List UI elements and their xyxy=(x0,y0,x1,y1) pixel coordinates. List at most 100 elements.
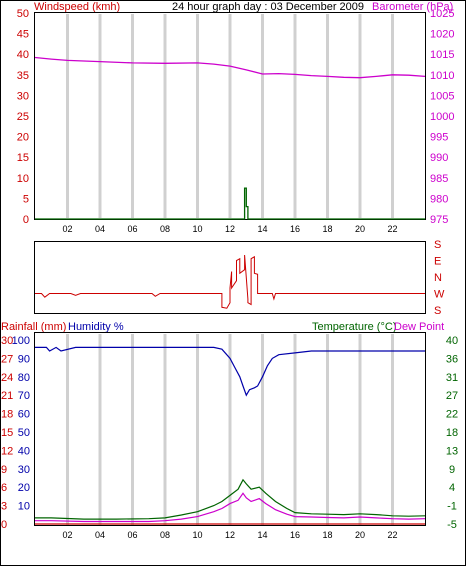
barometer-tick-label: 995 xyxy=(430,132,448,144)
rainfall-ticks: 0 3 6 9 12 15 18 21 24 27 30 xyxy=(1,335,13,531)
temperature-tick-label: 36 xyxy=(446,353,458,365)
humidity-tick-label: 100 xyxy=(12,335,30,347)
windspeed-axis-label: Windspeed (kmh) xyxy=(34,1,120,13)
x-tick-label: 16 xyxy=(290,530,300,540)
temperature-ticks: -5 -1 4 9 13 18 22 27 31 36 40 xyxy=(446,335,458,531)
temperature-tick-label: 31 xyxy=(446,372,458,384)
humidity-tick-label: 80 xyxy=(18,372,30,384)
humidity-tick-label: 70 xyxy=(18,390,30,402)
x-tick-label: 20 xyxy=(355,530,365,540)
windspeed-tick-label: 40 xyxy=(17,49,29,61)
rainfall-tick-label: 6 xyxy=(1,482,7,494)
rainfall-tick-label: 27 xyxy=(1,353,13,365)
wind-baro-x-ticks: 02 04 06 08 10 12 14 16 18 20 22 xyxy=(62,224,397,234)
barometer-line xyxy=(34,56,426,79)
temperature-tick-label: 27 xyxy=(446,390,458,402)
barometer-tick-label: 1000 xyxy=(430,111,454,123)
temperature-tick-label: 22 xyxy=(446,409,458,421)
humidity-tick-label: 10 xyxy=(18,501,30,513)
direction-tick-label: W xyxy=(434,289,445,301)
humidity-tick-label: 30 xyxy=(18,464,30,476)
dewpoint-line xyxy=(35,492,426,523)
rainfall-tick-label: 18 xyxy=(1,409,13,421)
windspeed-tick-label: 35 xyxy=(17,70,29,82)
temperature-axis-label: Temperature (°C) xyxy=(312,321,396,333)
barometer-tick-label: 1005 xyxy=(430,90,454,102)
x-tick-label: 14 xyxy=(257,224,267,234)
x-tick-label: 12 xyxy=(225,530,235,540)
x-tick-label: 20 xyxy=(355,224,365,234)
rainfall-tick-label: 24 xyxy=(1,372,13,384)
wind-baro-grid xyxy=(66,14,394,218)
barometer-tick-label: 1015 xyxy=(430,49,454,61)
windspeed-ticks: 0 5 10 15 20 25 30 35 40 45 50 xyxy=(17,8,29,226)
temperature-line xyxy=(35,478,426,520)
windspeed-tick-label: 0 xyxy=(23,214,29,226)
temperature-tick-label: -5 xyxy=(447,519,457,531)
humidity-line xyxy=(35,346,425,397)
x-tick-label: 10 xyxy=(192,224,202,234)
windspeed-tick-label: 50 xyxy=(17,8,29,20)
humidity-tick-label: 60 xyxy=(18,409,30,421)
windspeed-tick-label: 20 xyxy=(17,132,29,144)
x-tick-label: 18 xyxy=(322,224,332,234)
windspeed-tick-label: 5 xyxy=(23,193,29,205)
windspeed-line xyxy=(35,187,425,220)
rainfall-tick-label: 12 xyxy=(1,445,13,457)
humidity-tick-label: 20 xyxy=(18,482,30,494)
barometer-tick-label: 990 xyxy=(430,152,448,164)
humidity-tick-label: 50 xyxy=(18,427,30,439)
x-tick-label: 22 xyxy=(387,530,397,540)
direction-line xyxy=(35,254,425,309)
x-tick-label: 18 xyxy=(322,530,332,540)
temperature-tick-label: 9 xyxy=(449,464,455,476)
barometer-axis-label: Barometer (hPa) xyxy=(372,1,453,13)
barometer-tick-label: 1025 xyxy=(430,8,454,20)
rainfall-axis-label: Rainfall (mm) xyxy=(1,321,66,333)
x-tick-label: 08 xyxy=(160,224,170,234)
x-tick-label: 16 xyxy=(290,224,300,234)
rainfall-tick-label: 21 xyxy=(1,390,13,402)
x-tick-label: 22 xyxy=(387,224,397,234)
direction-tick-label: E xyxy=(434,256,441,268)
x-tick-label: 06 xyxy=(127,530,137,540)
x-tick-label: 04 xyxy=(95,224,105,234)
chart-title: 24 hour graph day : 03 December 2009 xyxy=(172,1,364,13)
temperature-tick-label: 18 xyxy=(446,427,458,439)
wind-baro-series xyxy=(34,56,426,220)
rainfall-tick-label: 15 xyxy=(1,427,13,439)
direction-tick-label: S xyxy=(434,239,441,251)
x-tick-label: 02 xyxy=(62,530,72,540)
temperature-tick-label: -1 xyxy=(447,501,457,513)
barometer-ticks: 975 980 985 990 995 1000 1005 1010 1015 1020 1025 xyxy=(430,8,454,226)
direction-series xyxy=(35,254,425,309)
x-tick-label: 14 xyxy=(257,530,267,540)
x-tick-label: 04 xyxy=(95,530,105,540)
windspeed-tick-label: 30 xyxy=(17,90,29,102)
temp-hum-x-ticks: 02 04 06 08 10 12 14 16 18 20 22 xyxy=(62,530,397,540)
barometer-tick-label: 975 xyxy=(430,214,448,226)
windspeed-tick-label: 25 xyxy=(17,111,29,123)
x-tick-label: 12 xyxy=(225,224,235,234)
humidity-ticks: 10 20 30 40 50 60 70 80 90 100 xyxy=(12,335,30,513)
humidity-axis-label: Humidity % xyxy=(68,321,124,333)
rainfall-tick-label: 3 xyxy=(1,501,7,513)
barometer-tick-label: 1010 xyxy=(430,70,454,82)
x-tick-label: 10 xyxy=(192,530,202,540)
temperature-tick-label: 13 xyxy=(446,445,458,457)
x-tick-label: 02 xyxy=(62,224,72,234)
x-tick-label: 08 xyxy=(160,530,170,540)
barometer-tick-label: 1020 xyxy=(430,29,454,41)
rainfall-tick-label: 30 xyxy=(1,335,13,347)
temp-hum-grid xyxy=(66,334,394,525)
humidity-tick-label: 40 xyxy=(18,445,30,457)
windspeed-tick-label: 15 xyxy=(17,152,29,164)
rainfall-tick-label: 9 xyxy=(1,464,7,476)
temperature-tick-label: 4 xyxy=(449,482,455,494)
windspeed-tick-label: 45 xyxy=(17,29,29,41)
x-tick-label: 06 xyxy=(127,224,137,234)
temp-hum-series xyxy=(35,346,426,525)
humidity-tick-label: 90 xyxy=(18,353,30,365)
barometer-tick-label: 980 xyxy=(430,193,448,205)
